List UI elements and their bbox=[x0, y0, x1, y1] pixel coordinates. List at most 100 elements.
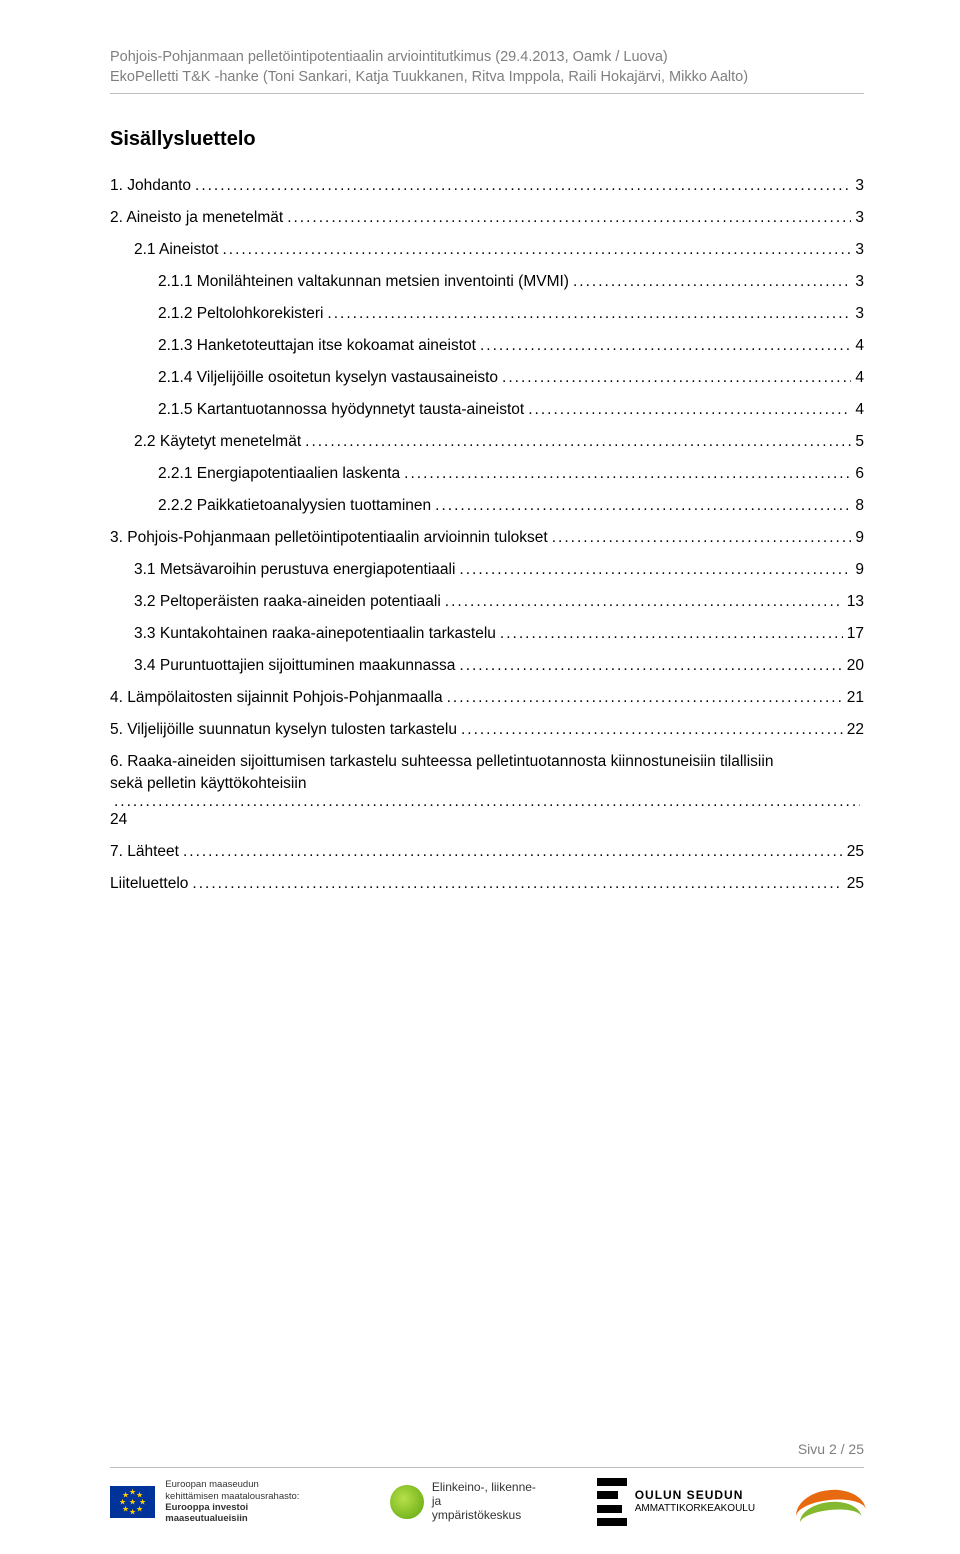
toc-entry-page: 4 bbox=[855, 401, 864, 419]
page-footer: Sivu 2 / 25 Euroopan maaseudun kehittämi… bbox=[0, 1467, 960, 1554]
toc-entry-page: 4 bbox=[855, 337, 864, 355]
toc-entry-label: 5. Viljelijöille suunnatun kyselyn tulos… bbox=[110, 721, 457, 739]
toc-entry[interactable]: 1. Johdanto 3 bbox=[110, 177, 864, 195]
ely-logo-text: Elinkeino-, liikenne- ja ympäristökeskus bbox=[432, 1481, 547, 1522]
toc-entry-label: 7. Lähteet bbox=[110, 843, 179, 861]
toc-entry-page: 3 bbox=[855, 241, 864, 259]
document-page: Pohjois-Pohjanmaan pelletöintipotentiaal… bbox=[0, 0, 960, 1554]
toc-entry[interactable]: 3.3 Kuntakohtainen raaka-ainepotentiaali… bbox=[110, 625, 864, 643]
toc-entry-page: 3 bbox=[855, 305, 864, 323]
oamk-text-line2: AMMATTIKORKEAKOULU bbox=[635, 1503, 755, 1515]
toc-leader-dots bbox=[445, 593, 843, 611]
toc-entry[interactable]: 3.2 Peltoperäisten raaka-aineiden potent… bbox=[110, 593, 864, 611]
oamk-text-line1: OULUN SEUDUN bbox=[635, 1489, 755, 1503]
toc-entry-page: 17 bbox=[847, 625, 864, 643]
toc-entry[interactable]: 2.1 Aineistot 3 bbox=[110, 241, 864, 259]
header-divider bbox=[110, 93, 864, 94]
ely-text-line1: Elinkeino-, liikenne- ja bbox=[432, 1481, 547, 1509]
toc-entry[interactable]: 3.1 Metsävaroihin perustuva energiapoten… bbox=[110, 561, 864, 579]
toc-entry[interactable]: 4. Lämpölaitosten sijainnit Pohjois-Pohj… bbox=[110, 689, 864, 707]
toc-leader-dots bbox=[528, 401, 851, 419]
toc-leader-dots bbox=[404, 465, 851, 483]
toc-leader-dots bbox=[459, 657, 842, 675]
toc-entry-page: 25 bbox=[847, 875, 864, 893]
toc-leader-dots bbox=[305, 433, 851, 451]
toc-entry-label: 1. Johdanto bbox=[110, 177, 191, 195]
toc-entry-page: 20 bbox=[847, 657, 864, 675]
toc-leader-dots bbox=[222, 241, 851, 259]
toc-entry-label: 3.3 Kuntakohtainen raaka-ainepotentiaali… bbox=[134, 625, 496, 643]
toc-entry[interactable]: Liiteluettelo 25 bbox=[110, 875, 864, 893]
toc-entry-label-cont: sekä pelletin käyttökohteisiin bbox=[110, 775, 306, 793]
toc-entry[interactable]: 2.1.2 Peltolohkorekisteri3 bbox=[110, 305, 864, 323]
toc-entry-label: 2.1.4 Viljelijöille osoitetun kyselyn va… bbox=[158, 369, 498, 387]
toc-entry-page: 25 bbox=[847, 843, 864, 861]
toc-entry-label: 3.4 Puruntuottajien sijoittuminen maakun… bbox=[134, 657, 455, 675]
toc-leader-dots bbox=[183, 843, 843, 861]
toc-entry-page: 22 bbox=[847, 721, 864, 739]
toc-leader-dots bbox=[327, 305, 851, 323]
toc-entry[interactable]: 5. Viljelijöille suunnatun kyselyn tulos… bbox=[110, 721, 864, 739]
toc-entry-page: 6 bbox=[855, 465, 864, 483]
eu-logo-block: Euroopan maaseudun kehittämisen maatalou… bbox=[110, 1479, 330, 1525]
toc-leader-dots bbox=[447, 689, 843, 707]
swoosh-icon bbox=[795, 1482, 864, 1522]
toc-entry-label: 2. Aineisto ja menetelmät bbox=[110, 209, 283, 227]
toc-entry[interactable]: 2.1.1 Monilähteinen valtakunnan metsien … bbox=[110, 273, 864, 291]
toc-entry-label: 2.1.5 Kartantuotannossa hyödynnetyt taus… bbox=[158, 401, 524, 419]
toc-entry[interactable]: 2.1.3 Hanketoteuttajan itse kokoamat ain… bbox=[110, 337, 864, 355]
oamk-logo-block: OULUN SEUDUN AMMATTIKORKEAKOULU bbox=[597, 1478, 755, 1526]
toc-entry-label: 3. Pohjois-Pohjanmaan pelletöintipotenti… bbox=[110, 529, 548, 547]
header-line-1: Pohjois-Pohjanmaan pelletöintipotentiaal… bbox=[110, 48, 864, 68]
toc-leader-dots bbox=[435, 497, 851, 515]
toc-entry-page: 24 bbox=[110, 811, 127, 829]
toc-entry-page: 3 bbox=[855, 209, 864, 227]
page-number: Sivu 2 / 25 bbox=[798, 1441, 864, 1457]
toc-leader-dots bbox=[459, 561, 851, 579]
toc-entry-page: 9 bbox=[855, 561, 864, 579]
toc-leader-dots bbox=[195, 177, 851, 195]
eu-text-line2: kehittämisen maatalousrahasto: bbox=[165, 1491, 330, 1502]
toc-entry-page: 21 bbox=[847, 689, 864, 707]
toc-entry[interactable]: 2.1.4 Viljelijöille osoitetun kyselyn va… bbox=[110, 369, 864, 387]
toc-entry[interactable]: 6. Raaka-aineiden sijoittumisen tarkaste… bbox=[110, 753, 864, 829]
toc-entry-label: 4. Lämpölaitosten sijainnit Pohjois-Pohj… bbox=[110, 689, 443, 707]
toc-entry-page: 5 bbox=[855, 433, 864, 451]
toc-entry-label: 2.2 Käytetyt menetelmät bbox=[134, 433, 301, 451]
toc-entry-label: 2.2.2 Paikkatietoanalyysien tuottaminen bbox=[158, 497, 431, 515]
toc-entry-page: 3 bbox=[855, 177, 864, 195]
toc-leader-dots bbox=[480, 337, 851, 355]
eu-text-line1: Euroopan maaseudun bbox=[165, 1479, 330, 1490]
toc-entry[interactable]: 2.2.2 Paikkatietoanalyysien tuottaminen 8 bbox=[110, 497, 864, 515]
toc-entry[interactable]: 2.2 Käytetyt menetelmät 5 bbox=[110, 433, 864, 451]
toc-entry-page: 4 bbox=[855, 369, 864, 387]
toc-entry-page: 9 bbox=[855, 529, 864, 547]
toc-entry-label: 2.1 Aineistot bbox=[134, 241, 218, 259]
toc-entry-label: Liiteluettelo bbox=[110, 875, 188, 893]
ely-text-line2: ympäristökeskus bbox=[432, 1509, 547, 1523]
eu-logo-text: Euroopan maaseudun kehittämisen maatalou… bbox=[165, 1479, 330, 1525]
oamk-mark-icon bbox=[597, 1478, 627, 1526]
toc-leader-dots bbox=[500, 625, 843, 643]
toc-leader-dots bbox=[573, 273, 851, 291]
footer-logos: Euroopan maaseudun kehittämisen maatalou… bbox=[0, 1478, 960, 1554]
toc-leader-dots bbox=[114, 793, 860, 811]
toc-entry-page: 3 bbox=[855, 273, 864, 291]
toc-entry[interactable]: 3.4 Puruntuottajien sijoittuminen maakun… bbox=[110, 657, 864, 675]
toc-entry[interactable]: 7. Lähteet 25 bbox=[110, 843, 864, 861]
toc-entry[interactable]: 2.1.5 Kartantuotannossa hyödynnetyt taus… bbox=[110, 401, 864, 419]
toc-title: Sisällysluettelo bbox=[110, 128, 864, 151]
toc-entry-label: 2.2.1 Energiapotentiaalien laskenta bbox=[158, 465, 400, 483]
toc-entry-page: 8 bbox=[855, 497, 864, 515]
toc-entry-label: 3.1 Metsävaroihin perustuva energiapoten… bbox=[134, 561, 455, 579]
toc-entry[interactable]: 2. Aineisto ja menetelmät 3 bbox=[110, 209, 864, 227]
oamk-logo-text: OULUN SEUDUN AMMATTIKORKEAKOULU bbox=[635, 1489, 755, 1514]
page-header: Pohjois-Pohjanmaan pelletöintipotentiaal… bbox=[110, 48, 864, 94]
footer-divider bbox=[110, 1467, 864, 1468]
header-line-2: EkoPelletti T&K -hanke (Toni Sankari, Ka… bbox=[110, 68, 864, 88]
ely-logo-block: Elinkeino-, liikenne- ja ympäristökeskus bbox=[390, 1481, 546, 1522]
toc-entry[interactable]: 2.2.1 Energiapotentiaalien laskenta 6 bbox=[110, 465, 864, 483]
toc-entry-label: 2.1.1 Monilähteinen valtakunnan metsien … bbox=[158, 273, 569, 291]
toc-entry-label: 2.1.3 Hanketoteuttajan itse kokoamat ain… bbox=[158, 337, 476, 355]
toc-entry[interactable]: 3. Pohjois-Pohjanmaan pelletöintipotenti… bbox=[110, 529, 864, 547]
